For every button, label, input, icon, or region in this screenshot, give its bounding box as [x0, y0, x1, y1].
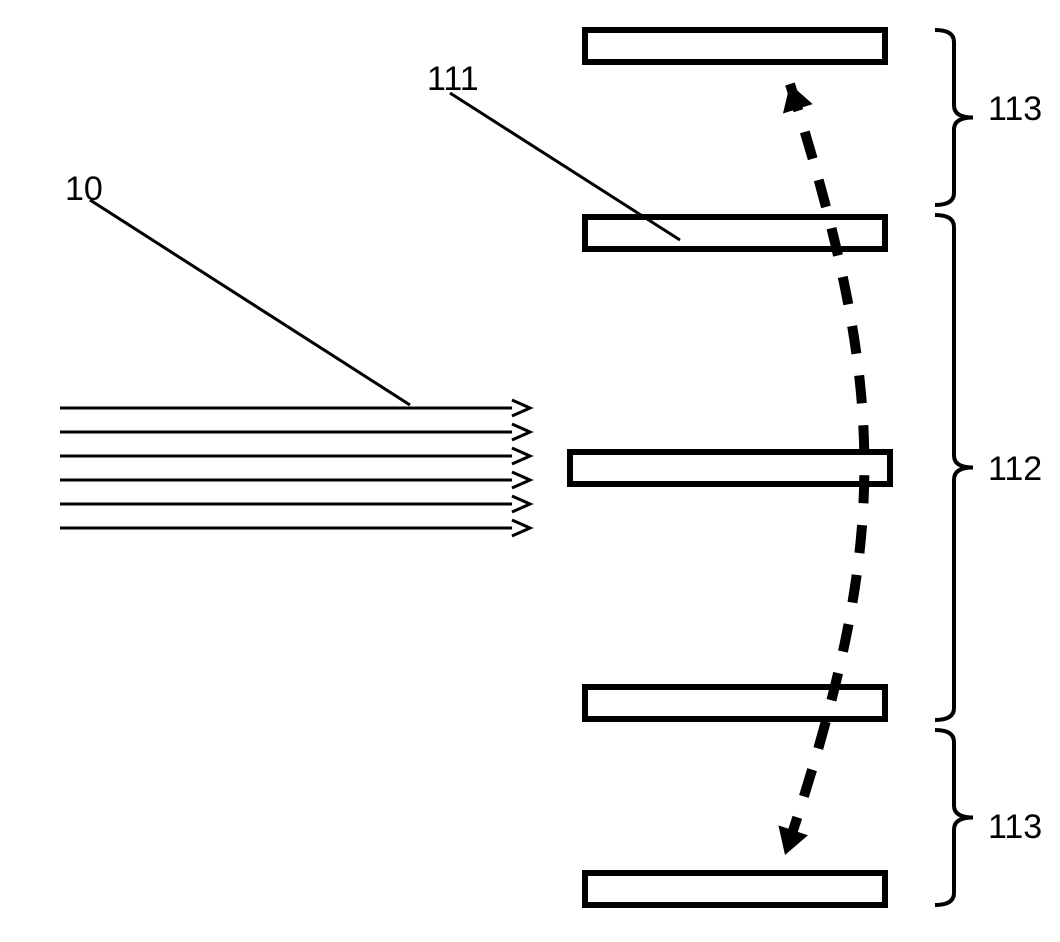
arrow-head-0 — [512, 400, 530, 416]
dashed-arc — [785, 84, 864, 855]
bar-3 — [585, 687, 885, 719]
bar-2 — [570, 452, 890, 484]
label-112: 112 — [988, 450, 1042, 489]
label-111: 111 — [427, 60, 479, 99]
arrow-head-2 — [512, 448, 530, 464]
leader-10 — [90, 200, 410, 405]
brace-center — [935, 215, 973, 720]
arrow-head-3 — [512, 472, 530, 488]
leader-111 — [450, 93, 680, 240]
arrow-head-5 — [512, 520, 530, 536]
label-10: 10 — [65, 170, 103, 209]
bar-0 — [585, 30, 885, 62]
diagram-root: 10 111 112 113 113 — [0, 0, 1060, 942]
diagram-svg — [0, 0, 1060, 942]
brace-bottom — [935, 730, 973, 905]
label-113-bottom: 113 — [988, 808, 1042, 847]
bar-4 — [585, 873, 885, 905]
arrow-head-4 — [512, 496, 530, 512]
arrow-head-1 — [512, 424, 530, 440]
brace-top — [935, 30, 973, 205]
label-113-top: 113 — [988, 90, 1042, 129]
